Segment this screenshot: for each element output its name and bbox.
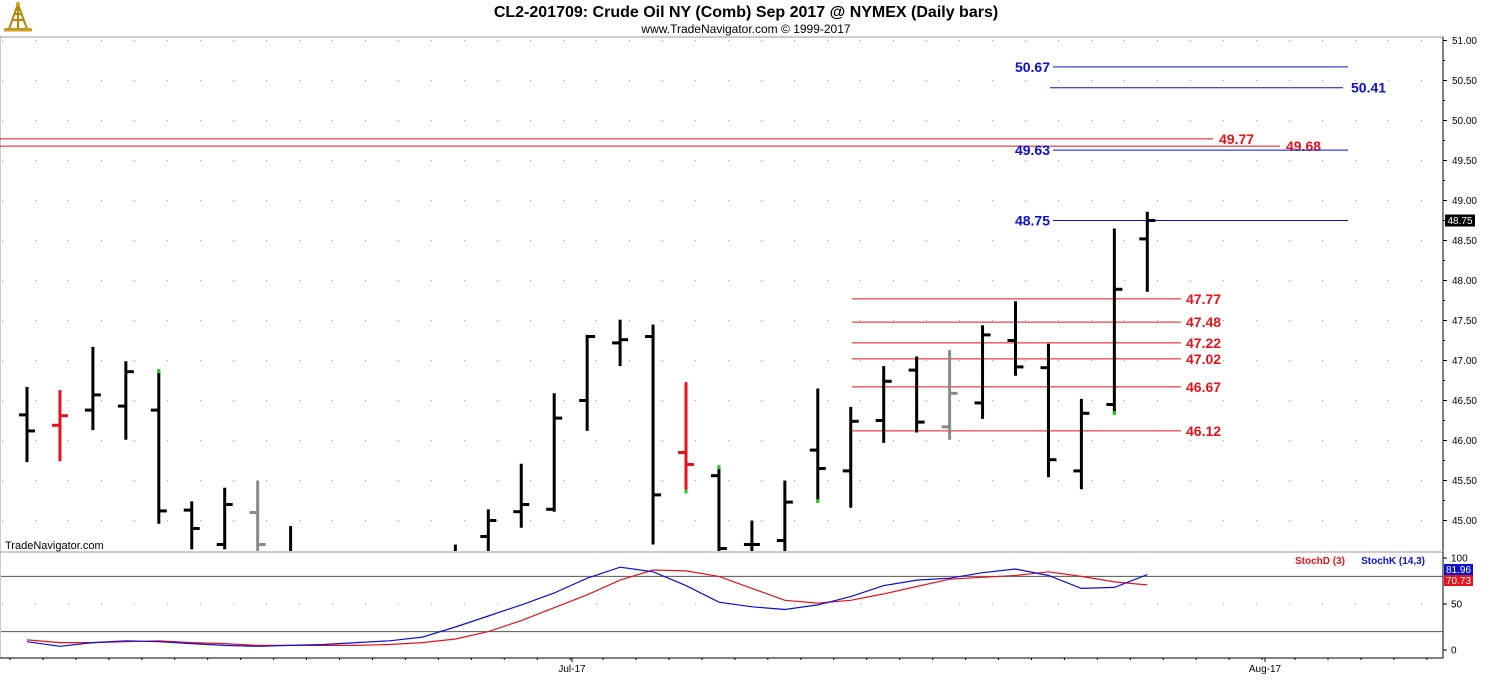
ohlc-bar (19, 386, 35, 463)
chart-title: CL2-201709: Crude Oil NY (Comb) Sep 2017… (494, 4, 998, 21)
level-label: 49.77 (1219, 131, 1254, 147)
legend-stochk: StochK (14,3) (1361, 556, 1425, 567)
last-price-badge (1445, 214, 1475, 227)
ohlc-bar (710, 465, 727, 551)
price-tick-label: 50.50 (1452, 76, 1477, 87)
ohlc-bar (941, 350, 958, 440)
ohlc-bars (19, 211, 1156, 551)
stoch-last-label: 81.96 (1446, 565, 1471, 576)
price-tick-label: 47.00 (1452, 356, 1477, 367)
stoch-tick-label: 0 (1451, 646, 1457, 657)
ohlc-bar (51, 390, 68, 462)
ohlc-bar (776, 480, 793, 551)
price-panel-frame (0, 36, 1444, 553)
price-tick-label: 46.00 (1452, 436, 1477, 447)
stochastic-grid (1, 575, 1443, 633)
level-label: 49.63 (1015, 142, 1050, 158)
stoch-last-badge (1444, 564, 1473, 575)
level-label: 50.67 (1015, 59, 1050, 75)
ohlc-bar (974, 325, 991, 419)
ohlc-bar (117, 361, 134, 440)
signal-marker (717, 465, 721, 470)
legend-stochd: StochD (3) (1295, 556, 1345, 567)
chart-header: CL2-201709: Crude Oil NY (Comb) Sep 2017… (4, 1, 998, 36)
stoch-tick-label: 50 (1451, 600, 1463, 611)
watermark-text: TradeNavigator.com (5, 540, 104, 552)
chart-subtitle: www.TradeNavigator.com © 1999-2017 (640, 22, 850, 36)
level-label: 46.67 (1186, 379, 1221, 395)
time-axis[interactable]: Jul-17 Aug-17 (0, 657, 1443, 675)
ohlc-bar (1073, 398, 1090, 490)
oil-derrick-icon[interactable] (4, 1, 32, 32)
stochk-line (26, 566, 1148, 647)
level-label: 47.02 (1186, 351, 1221, 367)
signal-marker (684, 489, 688, 494)
level-label: 47.77 (1186, 291, 1221, 307)
signal-marker (816, 499, 820, 504)
level-label: 48.75 (1015, 213, 1050, 229)
ohlc-bar (842, 406, 859, 508)
level-label: 47.22 (1186, 335, 1221, 351)
stochastic-panel-frame (0, 551, 1444, 659)
time-tick-label: Aug-17 (1249, 664, 1282, 675)
level-label: 49.68 (1286, 138, 1321, 154)
price-tick-label: 46.50 (1452, 396, 1477, 407)
ohlc-bar (579, 334, 596, 431)
price-tick-label: 49.50 (1452, 156, 1477, 167)
price-tick-label: 49.00 (1452, 196, 1477, 207)
stoch-tick-label: 100 (1451, 554, 1468, 565)
stochd-line (26, 569, 1148, 647)
price-tick-label: 48.00 (1452, 276, 1477, 287)
stoch-last-badge (1444, 575, 1473, 586)
ohlc-bar (84, 346, 101, 431)
stochastic-panel: StochD (3) StochK (14,3) (0, 551, 1444, 659)
level-label: 47.48 (1186, 314, 1221, 330)
ohlc-bar (546, 393, 563, 512)
signal-marker (1112, 411, 1116, 416)
ohlc-bar (678, 382, 694, 494)
ohlc-bar (875, 366, 892, 443)
ohlc-bar (1139, 211, 1156, 292)
ohlc-bar (1106, 228, 1123, 416)
signal-marker (157, 369, 161, 374)
ohlc-bar (480, 509, 497, 551)
price-tick-label: 45.50 (1452, 476, 1477, 487)
price-tick-label: 50.00 (1452, 116, 1477, 127)
price-panel: 50.67 50.41 49.77 49.68 49.63 48.75 47.77 47.48… (0, 36, 1444, 553)
price-tick-label: 47.50 (1452, 316, 1477, 327)
price-tick-label: 45.00 (1452, 516, 1477, 527)
ohlc-bar (1007, 301, 1024, 376)
price-tick-label: 51.00 (1452, 36, 1477, 47)
ohlc-bar (809, 388, 826, 504)
stoch-last-label: 70.73 (1446, 576, 1471, 587)
stochastic-lines (26, 566, 1148, 647)
level-label: 46.12 (1186, 423, 1221, 439)
price-tick-label: 48.50 (1452, 236, 1477, 247)
ohlc-bar (513, 463, 530, 528)
ohlc-bar (908, 356, 925, 433)
ohlc-bar (150, 369, 167, 524)
time-tick-label: Jul-17 (558, 664, 586, 675)
ohlc-bar (249, 480, 266, 551)
ohlc-bar (743, 520, 760, 551)
ohlc-bar (216, 487, 233, 550)
ohlc-bar (183, 501, 200, 550)
level-label: 50.41 (1351, 80, 1386, 96)
price-axis[interactable]: 51.00 50.50 50.00 49.50 49.00 48.50 48.00 47.50… (1442, 36, 1477, 552)
ohlc-bar (1040, 343, 1057, 478)
last-price-label: 48.75 (1447, 216, 1472, 227)
ohlc-bar (645, 324, 662, 545)
ohlc-bar (612, 319, 629, 367)
